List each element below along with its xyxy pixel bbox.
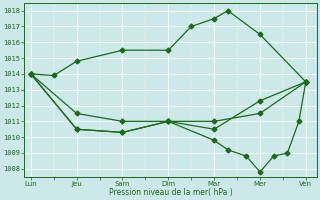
X-axis label: Pression niveau de la mer( hPa ): Pression niveau de la mer( hPa ): [109, 188, 232, 197]
